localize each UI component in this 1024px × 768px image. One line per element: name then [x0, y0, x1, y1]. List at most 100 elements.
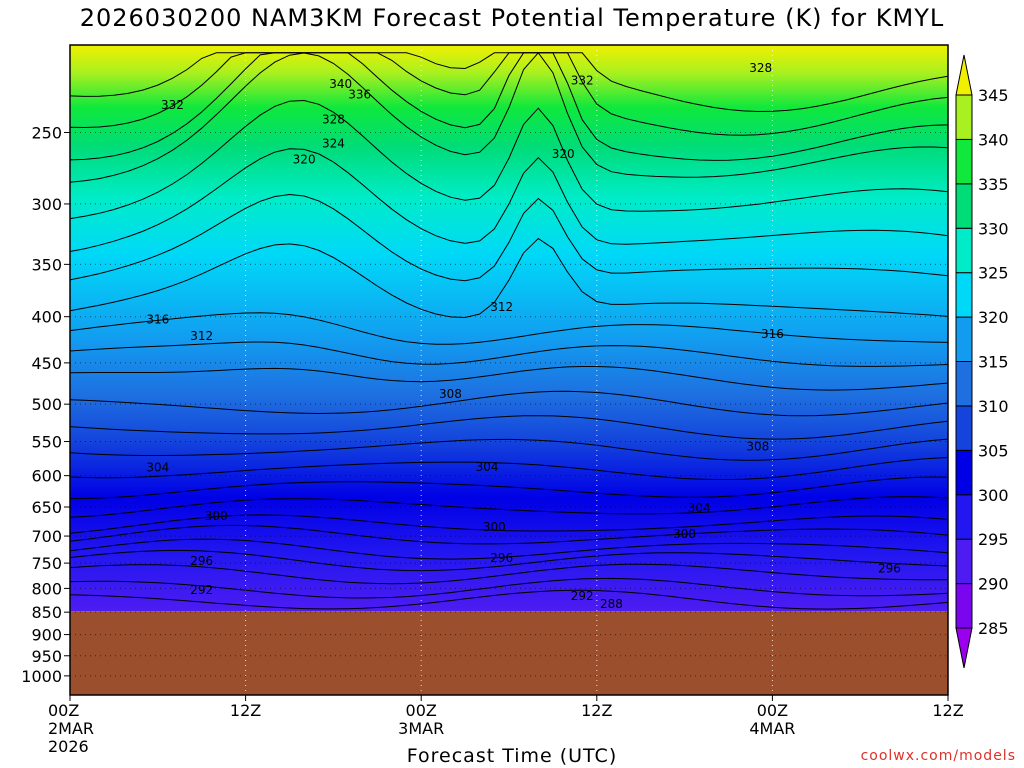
colorbar-band — [955, 405, 973, 451]
contour-line — [69, 524, 949, 545]
contour-label: 308 — [746, 439, 769, 453]
contour-line — [69, 52, 949, 161]
contour-line — [69, 312, 949, 345]
terrain-fill — [70, 611, 948, 695]
colorbar-band — [955, 94, 973, 140]
colorbar-band — [955, 449, 973, 496]
contour-line — [69, 148, 949, 252]
y-tick-label: 500 — [31, 395, 62, 414]
contour-line — [69, 549, 949, 572]
y-tick-label: 450 — [31, 354, 62, 373]
plot-frame — [69, 44, 949, 696]
colorbar-band — [955, 227, 973, 274]
colorbar-arrow-high — [955, 54, 973, 96]
contour-label: 316 — [146, 313, 169, 327]
contour-line — [69, 514, 949, 534]
contour-line — [69, 366, 949, 391]
colorbar-label: 335 — [978, 175, 1009, 194]
x-axis-label: Forecast Time (UTC) — [406, 745, 618, 767]
y-tick-label: 550 — [31, 433, 62, 452]
colorbar-band — [955, 583, 973, 629]
contour-line — [69, 476, 949, 500]
colorbar-band — [955, 538, 973, 585]
contour-label: 296 — [490, 551, 513, 565]
colorbar-label: 345 — [978, 86, 1009, 105]
x-tick-date-label: 3MAR — [398, 719, 444, 738]
contour-label: 304 — [688, 501, 711, 515]
contour-label: 292 — [571, 589, 594, 603]
x-tick-label: 12Z — [932, 701, 963, 720]
contour-label: 320 — [552, 147, 575, 161]
y-tick-label: 400 — [31, 308, 62, 327]
y-tick-label: 300 — [31, 195, 62, 214]
contour-label: 332 — [571, 74, 594, 88]
contour-line — [69, 52, 949, 136]
contour-line — [69, 577, 949, 599]
y-tick-label: 250 — [31, 123, 62, 142]
contour-line — [69, 438, 949, 461]
contour-line — [69, 589, 949, 610]
contour-line — [69, 390, 949, 417]
colorbar-label: 300 — [978, 486, 1009, 505]
contour-line — [69, 538, 949, 560]
contour-line — [69, 496, 949, 518]
colorbar-label: 310 — [978, 397, 1009, 416]
colorbar-band — [955, 272, 973, 318]
contour-label: 308 — [439, 387, 462, 401]
colorbar-label: 320 — [978, 308, 1009, 327]
contour-line — [69, 237, 949, 319]
colorbar-label: 305 — [978, 441, 1009, 460]
contour-label: 296 — [878, 561, 901, 575]
colorbar-arrow-low — [955, 627, 973, 669]
contour-label: 300 — [483, 520, 506, 534]
x-tick-date-label: 2026 — [48, 737, 89, 756]
x-tick-label: 00Z — [406, 701, 437, 720]
y-tick-label: 850 — [31, 603, 62, 622]
contour-label: 304 — [146, 461, 169, 475]
colorbar-band — [955, 361, 973, 407]
contour-label: 316 — [761, 327, 784, 341]
contour-label: 292 — [190, 583, 213, 597]
contour-label: 328 — [749, 61, 772, 75]
y-tick-label: 350 — [31, 255, 62, 274]
colorbar-band — [955, 316, 973, 363]
contour-label: 296 — [190, 554, 213, 568]
y-tick-label: 700 — [31, 527, 62, 546]
y-tick-label: 750 — [31, 554, 62, 573]
x-tick-date-label: 2MAR — [48, 719, 94, 738]
chart-title: 2026030200 NAM3KM Forecast Potential Tem… — [79, 4, 945, 32]
contour-label: 288 — [600, 597, 623, 611]
contour-line — [69, 99, 949, 220]
y-tick-label: 650 — [31, 498, 62, 517]
y-tick-label: 900 — [31, 626, 62, 645]
contour-label: 320 — [293, 153, 316, 167]
x-tick-label: 12Z — [230, 701, 261, 720]
contour-label: 336 — [348, 88, 371, 102]
credit-link[interactable]: coolwx.com/models — [860, 748, 1016, 764]
x-tick-label: 00Z — [48, 701, 79, 720]
contour-label: 332 — [161, 98, 184, 112]
contour-line — [69, 415, 949, 440]
y-tick-label: 1000 — [21, 667, 62, 686]
contour-label: 340 — [329, 77, 352, 91]
y-tick-label: 600 — [31, 467, 62, 486]
colorbar-band — [955, 494, 973, 540]
contour-line — [69, 341, 949, 367]
colorbar-label: 290 — [978, 575, 1009, 594]
contour-line — [69, 457, 949, 480]
contour-label: 324 — [322, 136, 345, 150]
colorbar-label: 315 — [978, 353, 1009, 372]
y-tick-label: 950 — [31, 647, 62, 666]
contour-label: 312 — [190, 329, 213, 343]
colorbar-label: 285 — [978, 619, 1009, 638]
contour-label: 312 — [490, 300, 513, 314]
contour-label: 300 — [673, 527, 696, 541]
contour-line — [69, 52, 949, 183]
y-tick-label: 800 — [31, 579, 62, 598]
x-tick-label: 12Z — [581, 701, 612, 720]
contour-label: 304 — [476, 460, 499, 474]
colorbar-label: 325 — [978, 264, 1009, 283]
contour-line — [69, 563, 948, 585]
colorbar-label: 330 — [978, 219, 1009, 238]
